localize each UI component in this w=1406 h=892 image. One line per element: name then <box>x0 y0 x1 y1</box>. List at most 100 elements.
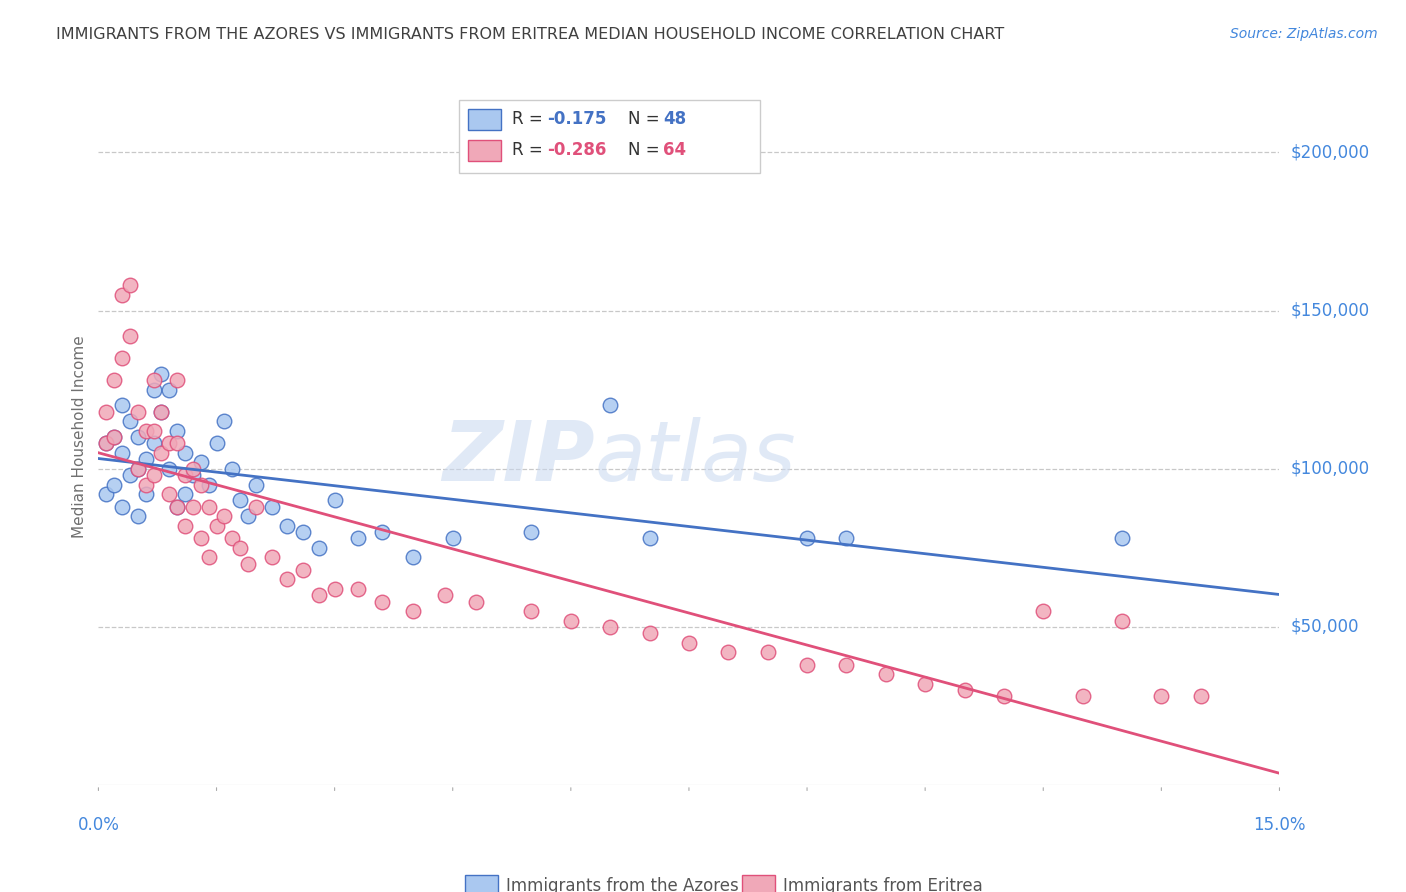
Point <box>157 383 180 397</box>
Point <box>174 446 197 460</box>
Point <box>1071 690 1094 704</box>
Point <box>111 399 134 413</box>
FancyBboxPatch shape <box>464 875 498 892</box>
Point <box>197 477 219 491</box>
Point <box>1189 690 1212 704</box>
Point <box>402 604 425 618</box>
Text: N =: N = <box>627 142 665 160</box>
Point <box>520 524 543 539</box>
Point <box>236 509 259 524</box>
Point <box>214 414 236 428</box>
Text: -0.175: -0.175 <box>547 110 606 128</box>
Point <box>1150 690 1173 704</box>
Point <box>197 500 219 514</box>
Point <box>638 531 661 545</box>
Point <box>135 487 157 501</box>
Point <box>142 424 165 438</box>
Point <box>875 667 897 681</box>
Point <box>174 518 197 533</box>
Point <box>135 477 157 491</box>
Point <box>166 500 188 514</box>
Point <box>638 626 661 640</box>
Point <box>599 620 621 634</box>
Point <box>276 518 298 533</box>
Point <box>560 614 582 628</box>
Point <box>229 493 252 508</box>
Point <box>118 468 141 483</box>
Point <box>756 645 779 659</box>
Point <box>127 405 149 419</box>
Point <box>157 436 180 450</box>
Point <box>181 461 204 475</box>
Point <box>276 573 298 587</box>
Point <box>371 594 394 608</box>
Point <box>150 405 173 419</box>
FancyBboxPatch shape <box>458 100 759 173</box>
Text: Source: ZipAtlas.com: Source: ZipAtlas.com <box>1230 27 1378 41</box>
Point <box>127 461 149 475</box>
Point <box>236 557 259 571</box>
Point <box>142 373 165 387</box>
Point <box>953 683 976 698</box>
Point <box>181 468 204 483</box>
Point <box>402 550 425 565</box>
Point <box>166 500 188 514</box>
Point <box>245 500 267 514</box>
Point <box>190 531 212 545</box>
Point <box>520 604 543 618</box>
Point <box>157 461 180 475</box>
Point <box>127 509 149 524</box>
Point <box>347 582 370 596</box>
Text: $150,000: $150,000 <box>1291 301 1369 319</box>
Point <box>441 531 464 545</box>
Point <box>292 563 315 577</box>
Text: $200,000: $200,000 <box>1291 144 1369 161</box>
Point <box>796 657 818 672</box>
Text: 64: 64 <box>664 142 686 160</box>
Point <box>190 477 212 491</box>
Text: R =: R = <box>512 110 548 128</box>
Point <box>150 446 173 460</box>
Point <box>111 351 134 365</box>
Point <box>190 455 212 469</box>
Text: 48: 48 <box>664 110 686 128</box>
Point <box>1111 531 1133 545</box>
Point <box>103 477 125 491</box>
Point <box>308 588 330 602</box>
Point <box>142 383 165 397</box>
Text: $100,000: $100,000 <box>1291 459 1369 478</box>
FancyBboxPatch shape <box>742 875 775 892</box>
Point <box>323 582 346 596</box>
Point <box>142 468 165 483</box>
Point <box>205 436 228 450</box>
Point <box>796 531 818 545</box>
Point <box>103 430 125 444</box>
Point <box>347 531 370 545</box>
Point <box>433 588 456 602</box>
Text: Immigrants from the Azores: Immigrants from the Azores <box>506 877 738 892</box>
Point <box>1111 614 1133 628</box>
Point <box>127 461 149 475</box>
Point <box>205 518 228 533</box>
Point <box>166 373 188 387</box>
Point <box>214 509 236 524</box>
Point <box>166 436 188 450</box>
Point <box>245 477 267 491</box>
Text: IMMIGRANTS FROM THE AZORES VS IMMIGRANTS FROM ERITREA MEDIAN HOUSEHOLD INCOME CO: IMMIGRANTS FROM THE AZORES VS IMMIGRANTS… <box>56 27 1004 42</box>
Point <box>174 468 197 483</box>
Text: -0.286: -0.286 <box>547 142 606 160</box>
Point <box>142 436 165 450</box>
Point <box>118 414 141 428</box>
Point <box>135 424 157 438</box>
Point <box>323 493 346 508</box>
Point <box>260 500 283 514</box>
Point <box>835 657 858 672</box>
Point <box>111 446 134 460</box>
Y-axis label: Median Household Income: Median Household Income <box>72 335 87 539</box>
Point <box>96 487 118 501</box>
Point <box>111 287 134 301</box>
FancyBboxPatch shape <box>468 140 501 161</box>
Text: 0.0%: 0.0% <box>77 815 120 833</box>
Text: R =: R = <box>512 142 548 160</box>
Point <box>678 635 700 649</box>
